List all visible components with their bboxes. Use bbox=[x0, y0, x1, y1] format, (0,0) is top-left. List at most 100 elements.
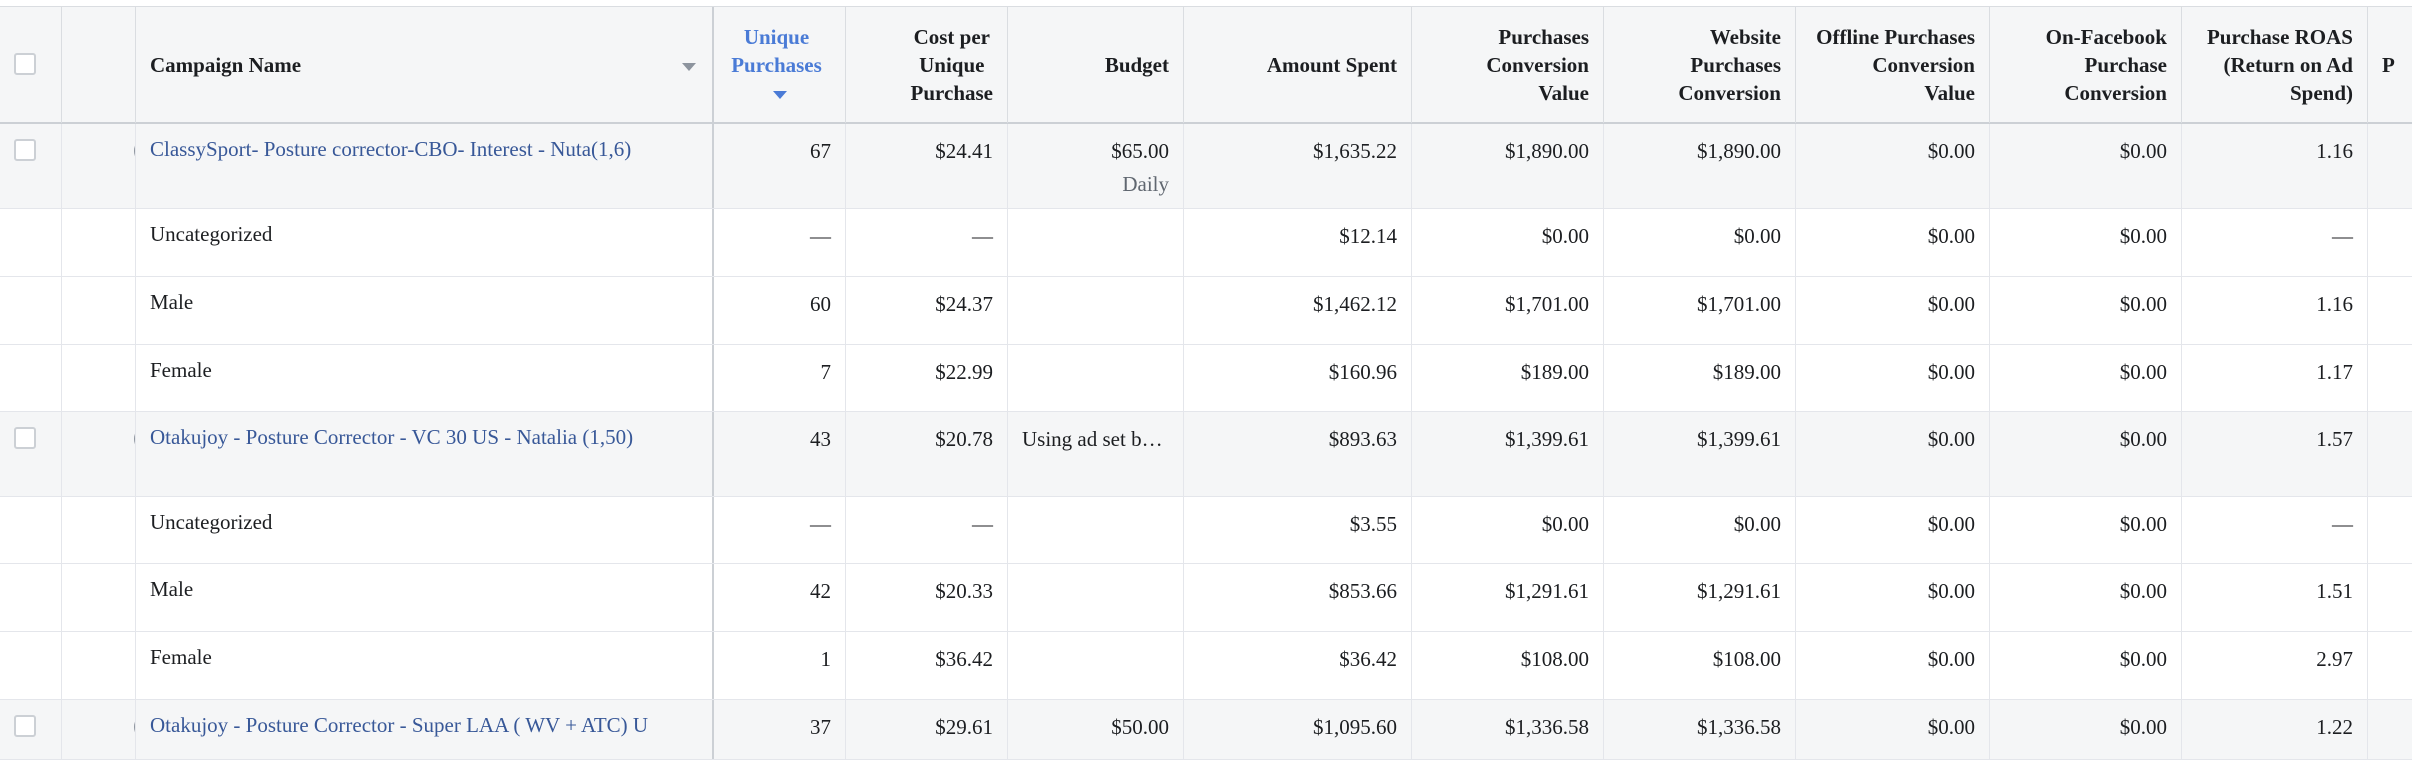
purchase-roas-value-cell: 1.57 bbox=[2182, 412, 2368, 496]
chevron-down-icon[interactable] bbox=[682, 63, 696, 71]
amount-spent-value-cell: $853.66 bbox=[1184, 564, 1412, 631]
amount-spent-value-cell: $36.42 bbox=[1184, 632, 1412, 699]
purchases-conversion-value: $1,399.61 bbox=[1505, 427, 1589, 451]
offline-purchases-value-cell: $0.00 bbox=[1796, 564, 1990, 631]
unique-purchases-value-cell: 37 bbox=[714, 700, 846, 759]
purchases-conversion-value: $1,701.00 bbox=[1505, 292, 1589, 316]
unique-purchases-value-cell: — bbox=[714, 209, 846, 276]
cost-per-unique-value-cell: — bbox=[846, 209, 1008, 276]
campaign-name-cell: Female bbox=[136, 632, 714, 699]
onfacebook-purchase-value: $0.00 bbox=[2119, 360, 2167, 384]
onfacebook-purchase-value: $0.00 bbox=[2119, 579, 2167, 603]
breakdown-row[interactable]: Uncategorized — — $12.14 $0.00 $0.00 $0.00 $0.0… bbox=[0, 209, 2412, 277]
campaign-on-off-toggle[interactable] bbox=[134, 136, 135, 166]
website-purchases-value-cell: $1,701.00 bbox=[1604, 277, 1796, 344]
offline-purchases-value: $0.00 bbox=[1927, 512, 1975, 536]
header-onfacebook-purchase[interactable]: On-Facebook Purchase Conversion bbox=[1990, 7, 2182, 123]
purchase-roas-value: 1.51 bbox=[2316, 579, 2353, 603]
website-purchases-value-cell: $1,399.61 bbox=[1604, 412, 1796, 496]
offline-purchases-value: $0.00 bbox=[1927, 139, 1975, 163]
header-cost-per-unique[interactable]: Cost per Unique Purchase bbox=[846, 7, 1008, 123]
unique-purchases-value: 7 bbox=[820, 360, 832, 384]
website-purchases-value: $1,399.61 bbox=[1697, 427, 1781, 451]
header-ofp-line3: Conversion bbox=[2064, 81, 2167, 105]
website-purchases-value-cell: $0.00 bbox=[1604, 497, 1796, 563]
header-budget[interactable]: Budget bbox=[1008, 7, 1184, 123]
offline-purchases-value-cell: $0.00 bbox=[1796, 345, 1990, 411]
header-purchases-conversion-value[interactable]: Purchases Conversion Value bbox=[1412, 7, 1604, 123]
breakdown-row[interactable]: Female 7 $22.99 $160.96 $189.00 $189.00 $0.00 $… bbox=[0, 345, 2412, 412]
amount-spent-value: $1,635.22 bbox=[1313, 139, 1397, 163]
campaign-row[interactable]: Otakujoy - Posture Corrector - Super LAA… bbox=[0, 700, 2412, 760]
onfacebook-purchase-value-cell: $0.00 bbox=[1990, 124, 2182, 208]
website-purchases-value-cell: $1,336.58 bbox=[1604, 700, 1796, 759]
cost-per-unique-value-cell: — bbox=[846, 497, 1008, 563]
row-checkbox[interactable] bbox=[14, 139, 36, 161]
amount-spent-value: $893.63 bbox=[1328, 427, 1397, 451]
onfacebook-purchase-value-cell: $0.00 bbox=[1990, 412, 2182, 496]
unique-purchases-value: — bbox=[810, 224, 831, 248]
select-cell bbox=[0, 700, 62, 759]
offline-purchases-value-cell: $0.00 bbox=[1796, 209, 1990, 276]
purchases-conversion-value-cell: $0.00 bbox=[1412, 209, 1604, 276]
budget-period: Daily bbox=[1122, 172, 1169, 196]
next-column-cell bbox=[2368, 632, 2412, 699]
header-cost-per-unique-line2: Unique bbox=[919, 53, 985, 77]
breakdown-row[interactable]: Female 1 $36.42 $36.42 $108.00 $108.00 $0.00 $0… bbox=[0, 632, 2412, 700]
header-pcv-line3: Value bbox=[1538, 81, 1589, 105]
budget-cell bbox=[1008, 345, 1184, 411]
campaign-name-link[interactable]: Otakujoy - Posture Corrector - VC 30 US … bbox=[150, 425, 634, 449]
header-unique-purchases[interactable]: Unique Purchases bbox=[714, 7, 846, 123]
onfacebook-purchase-value: $0.00 bbox=[2119, 224, 2167, 248]
header-amount-spent[interactable]: Amount Spent bbox=[1184, 7, 1412, 123]
breakdown-row[interactable]: Male 42 $20.33 $853.66 $1,291.61 $1,291.61 $0.… bbox=[0, 564, 2412, 632]
select-cell bbox=[0, 124, 62, 208]
next-column-cell bbox=[2368, 209, 2412, 276]
budget-value[interactable]: $50.00 bbox=[1111, 715, 1169, 739]
header-campaign-name[interactable]: Campaign Name bbox=[136, 7, 714, 123]
amount-spent-value: $160.96 bbox=[1328, 360, 1397, 384]
budget-value[interactable]: $65.00 bbox=[1111, 139, 1169, 163]
header-purchase-roas[interactable]: Purchase ROAS (Return on Ad Spend) bbox=[2182, 7, 2368, 123]
header-website-purchases-conversion[interactable]: Website Purchases Conversion bbox=[1604, 7, 1796, 123]
row-checkbox[interactable] bbox=[14, 715, 36, 737]
campaign-name-cell: Male bbox=[136, 564, 714, 631]
offline-purchases-value-cell: $0.00 bbox=[1796, 700, 1990, 759]
header-ofp-line2: Purchase bbox=[2084, 53, 2167, 77]
website-purchases-value: $0.00 bbox=[1733, 224, 1781, 248]
campaign-name-link[interactable]: ClassySport- Posture corrector-CBO- Inte… bbox=[150, 137, 632, 161]
select-all-checkbox[interactable] bbox=[14, 53, 36, 75]
campaign-row[interactable]: Otakujoy - Posture Corrector - VC 30 US … bbox=[0, 412, 2412, 497]
header-pcv-line2: Conversion bbox=[1486, 53, 1589, 77]
campaign-row[interactable]: ClassySport- Posture corrector-CBO- Inte… bbox=[0, 124, 2412, 209]
purchase-roas-value: 2.97 bbox=[2316, 647, 2353, 671]
purchase-roas-value-cell: 1.16 bbox=[2182, 277, 2368, 344]
purchases-conversion-value-cell: $1,291.61 bbox=[1412, 564, 1604, 631]
cost-per-unique-value: $20.33 bbox=[935, 579, 993, 603]
purchase-roas-value: 1.16 bbox=[2316, 139, 2353, 163]
next-column-cell bbox=[2368, 345, 2412, 411]
purchase-roas-value-cell: — bbox=[2182, 497, 2368, 563]
row-checkbox[interactable] bbox=[14, 427, 36, 449]
unique-purchases-value-cell: — bbox=[714, 497, 846, 563]
amount-spent-value: $1,095.60 bbox=[1313, 715, 1397, 739]
breakdown-row[interactable]: Male 60 $24.37 $1,462.12 $1,701.00 $1,701.00 $… bbox=[0, 277, 2412, 345]
unique-purchases-value: 67 bbox=[810, 139, 831, 163]
header-unique-purchases-line1: Unique bbox=[743, 25, 810, 49]
onfacebook-purchase-value-cell: $0.00 bbox=[1990, 632, 2182, 699]
amount-spent-value-cell: $1,635.22 bbox=[1184, 124, 1412, 208]
onfacebook-purchase-value: $0.00 bbox=[2119, 647, 2167, 671]
offline-purchases-value-cell: $0.00 bbox=[1796, 124, 1990, 208]
select-cell bbox=[0, 564, 62, 631]
purchases-conversion-value-cell: $0.00 bbox=[1412, 497, 1604, 563]
header-offline-purchases[interactable]: Offline Purchases Conversion Value bbox=[1796, 7, 1990, 123]
header-roas-line3: Spend) bbox=[2289, 81, 2353, 105]
header-next-column[interactable]: P bbox=[2368, 7, 2412, 123]
select-cell bbox=[0, 632, 62, 699]
breakdown-row[interactable]: Uncategorized — — $3.55 $0.00 $0.00 $0.00 $0.00… bbox=[0, 497, 2412, 564]
unique-purchases-value: — bbox=[810, 512, 831, 536]
sort-descending-icon[interactable] bbox=[772, 91, 787, 100]
onfacebook-purchase-value: $0.00 bbox=[2119, 512, 2167, 536]
next-column-cell bbox=[2368, 412, 2412, 496]
campaign-on-off-toggle[interactable] bbox=[134, 424, 135, 454]
